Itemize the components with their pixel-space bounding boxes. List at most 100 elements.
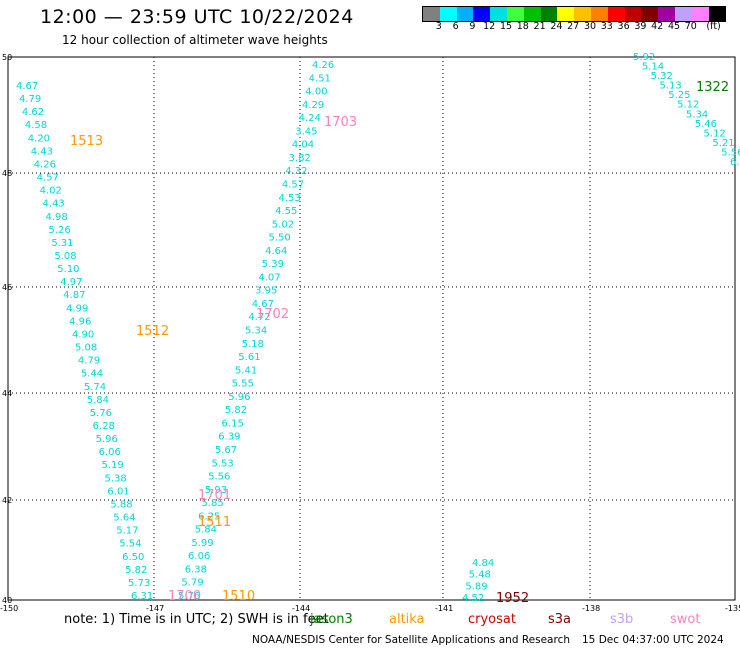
wave-height-value: 6.38 [185, 564, 207, 575]
color-scale-labels: 3 6 9 12 15 18 21 24 27 30 33 36 39 42 45 70 (ft) [422, 21, 740, 33]
wave-height-value: 4.32 [285, 166, 307, 177]
color-swatch-4 [490, 7, 507, 21]
wave-height-value: 5.79 [181, 578, 203, 589]
color-swatch-9 [574, 7, 591, 21]
color-scale-label: (ft) [706, 21, 721, 32]
wave-height-value: 4.57 [282, 179, 304, 190]
wave-height-value: 5.48 [469, 570, 491, 581]
wave-height-value: 5.76 [90, 408, 112, 419]
wave-height-value: 4.55 [275, 206, 297, 217]
wave-height-value: 4.52 [462, 593, 484, 604]
wave-height-value: 5.13 [659, 81, 681, 92]
track-id-label: 1322 [696, 80, 729, 95]
track-id-label: 1700 [168, 589, 201, 604]
wave-height-value: 4.04 [292, 140, 314, 151]
wave-height-value: 6.31 [131, 591, 153, 602]
wave-height-value: 5.88 [110, 499, 132, 510]
wave-height-value: 5.54 [119, 539, 141, 550]
wave-height-value: 5.55 [232, 379, 254, 390]
wave-height-value: 5.10 [57, 264, 79, 275]
wave-height-value: 4.84 [472, 558, 494, 569]
wave-height-value: 5.96 [228, 392, 250, 403]
wave-height-value: 5.34 [686, 109, 708, 120]
wave-height-value: 3.82 [289, 153, 311, 164]
wave-height-value: 5.39 [262, 259, 284, 270]
color-scale-label: 18 [516, 21, 529, 32]
wave-height-value: 4.90 [72, 329, 94, 340]
color-swatch-10 [590, 7, 608, 21]
wave-height-value: 6.15 [222, 418, 244, 429]
latitude-label: 42 [2, 496, 12, 505]
wave-height-value: 5.76 [178, 591, 200, 602]
track-id-label: 1702 [256, 307, 289, 322]
color-swatch-15 [674, 7, 692, 21]
wave-height-value: 5.17 [116, 526, 138, 537]
wave-height-value: 4.58 [25, 120, 47, 131]
wave-height-value: 5.50 [268, 233, 290, 244]
legend-note: note: 1) Time is in UTC; 2) SWH is in fe… [64, 612, 329, 627]
track-id-label: 1511 [198, 515, 231, 530]
wave-height-value: 5.73 [128, 578, 150, 589]
color-swatch-14 [658, 7, 675, 21]
wave-height-value: 5.74 [84, 382, 106, 393]
legend-s3a: s3a [548, 612, 572, 627]
wave-height-value: 6.28 [93, 421, 115, 432]
wave-height-value: 5.84 [195, 525, 217, 536]
wave-height-value: 4.79 [78, 356, 100, 367]
wave-height-value: 5.85 [201, 498, 223, 509]
color-scale-label: 36 [617, 21, 630, 32]
legend-s3b: s3b [610, 612, 634, 627]
wave-height-value: 4.02 [40, 186, 62, 197]
wave-height-value: 4.72 [248, 312, 270, 323]
wave-height-value: 5.53 [212, 458, 234, 469]
color-scale-label: 42 [651, 21, 664, 32]
wave-height-value: 6.06 [99, 447, 121, 458]
latitude-label: 44 [2, 389, 12, 398]
wave-height-value: 5.89 [465, 581, 487, 592]
color-scale-label: 21 [533, 21, 546, 32]
color-scale-label: 27 [567, 21, 580, 32]
color-scale-label: 9 [469, 21, 476, 32]
wave-height-value: 4.79 [19, 94, 41, 105]
track-id-label: 1510 [222, 589, 255, 604]
color-scale-label: 24 [550, 21, 563, 32]
wave-height-value: 4.26 [34, 159, 56, 170]
wave-height-value: 5.82 [225, 405, 247, 416]
wave-height-value: 5.31 [51, 238, 73, 249]
wave-height-value: 6.50 [122, 552, 144, 563]
map-title: 12:00 — 23:59 UTC 10/22/2024 [40, 6, 354, 28]
color-swatch-2 [456, 7, 474, 21]
color-scale-label: 45 [667, 21, 681, 32]
longitude-label: -150 [0, 604, 18, 613]
latitude-label: 46 [2, 283, 12, 292]
wave-height-value: 5.14 [642, 62, 664, 73]
wave-height-value: 5.99 [191, 538, 213, 549]
color-scale-label: 6 [452, 21, 459, 32]
wave-height-value: 5.34 [245, 326, 267, 337]
footer-timestamp: 15 Dec 04:37:00 UTC 2024 [582, 634, 724, 646]
color-scale-label: 70 [684, 21, 697, 32]
wave-height-value: 3.95 [255, 286, 277, 297]
longitude-label: -141 [435, 604, 453, 613]
color-scale-label: 33 [600, 21, 613, 32]
color-scale-label: 12 [483, 21, 496, 32]
color-swatch-16 [691, 7, 709, 21]
latitude-label: 48 [2, 169, 12, 178]
wave-height-value: 5.08 [75, 343, 97, 354]
wave-height-value: 5.56 [721, 147, 740, 158]
color-swatch-1 [439, 7, 457, 21]
map-frame [7, 56, 736, 601]
wave-height-value: 4.96 [69, 316, 91, 327]
wave-height-value: 4.29 [302, 100, 324, 111]
wave-height-value: 4.07 [258, 272, 280, 283]
wave-height-value: 5.02 [272, 219, 294, 230]
wave-height-value: 4.51 [309, 73, 331, 84]
color-scale-label: 39 [634, 21, 647, 32]
wave-height-value: 5.25 [668, 90, 690, 101]
wave-height-value: 5.92 [633, 52, 655, 63]
longitude-label: -147 [146, 604, 164, 613]
wave-height-value: 4.67 [16, 81, 38, 92]
longitude-label: -135 [725, 604, 740, 613]
legend-cryosat: cryosat [468, 612, 516, 627]
